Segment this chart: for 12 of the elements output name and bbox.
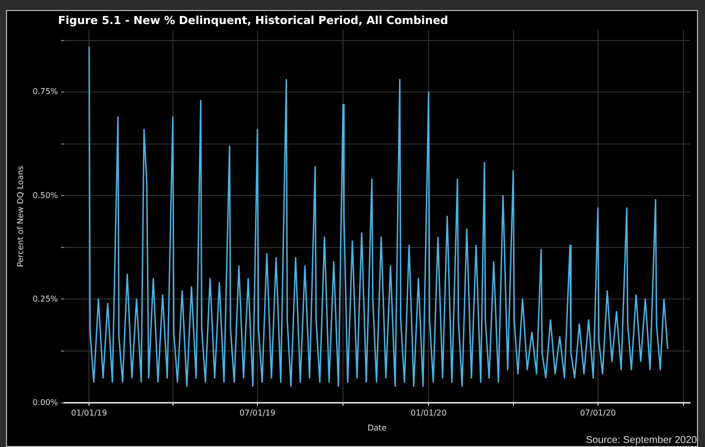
x-tick-label: 01/01/20 (410, 408, 447, 418)
x-tick-label: 07/01/19 (240, 408, 276, 418)
y-tick-label: 0.75% (32, 87, 58, 96)
source-note: Source: September 2020 (586, 435, 698, 446)
y-axis-title: Percent of New DQ Loans (16, 166, 25, 268)
x-tick-label: 07/01/20 (580, 408, 616, 418)
y-tick-label: 0.50% (32, 190, 58, 200)
y-tick-label: 0.25% (32, 294, 58, 304)
x-axis-title: Date (367, 423, 387, 432)
y-tick-label: 0.00% (32, 398, 58, 407)
chart-title: Figure 5.1 - New % Delinquent, Historical Period, All Combined (58, 14, 448, 27)
x-tick-label: 01/01/19 (71, 408, 108, 418)
